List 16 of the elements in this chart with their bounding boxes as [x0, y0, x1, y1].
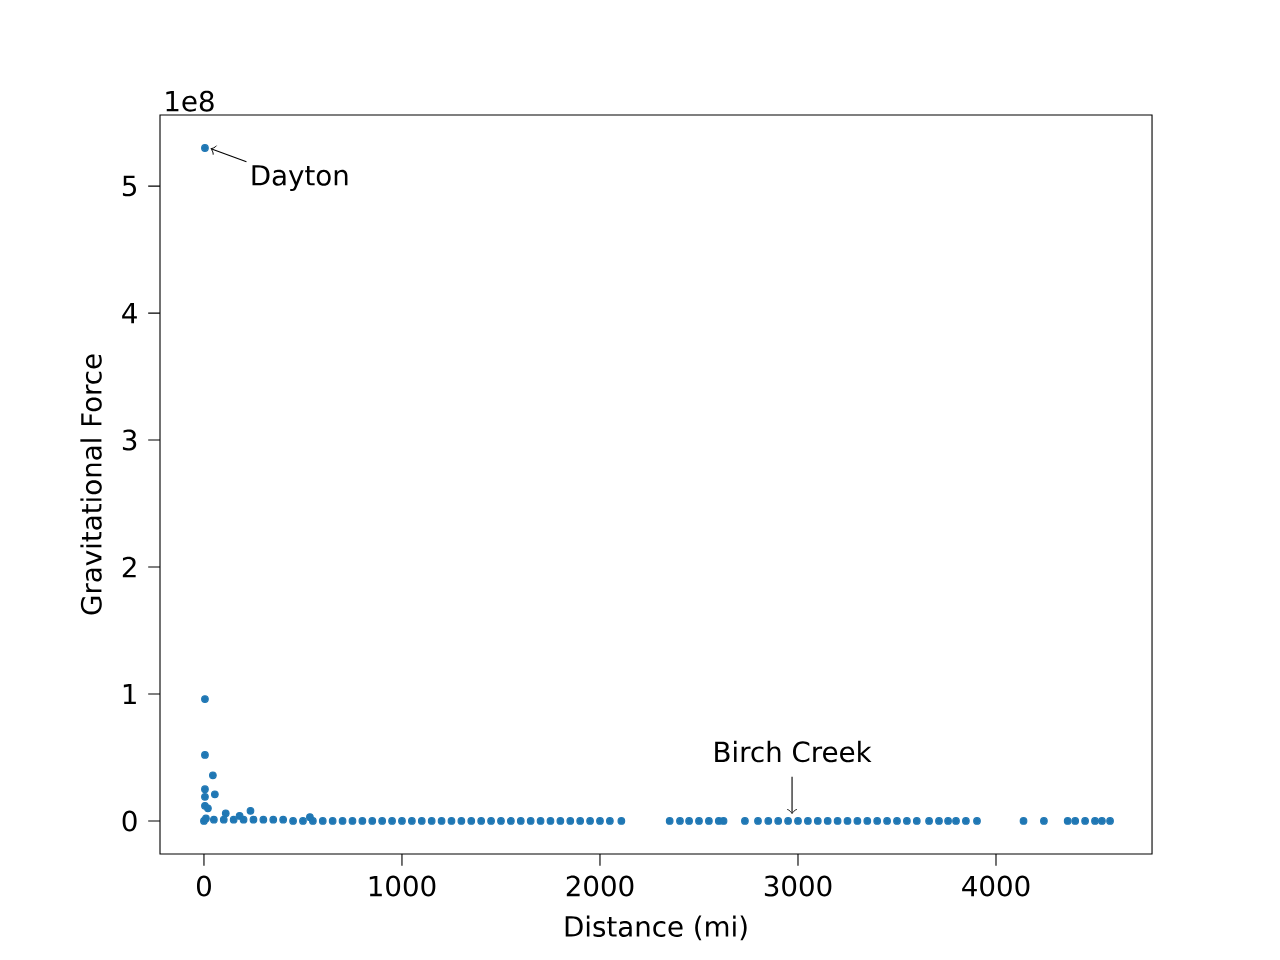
text: 1e8 [166, 90, 214, 112]
y-tick-label: 3 [122, 429, 137, 451]
x-tick-label: 0 [196, 875, 211, 897]
y-tick-label: 1 [123, 683, 136, 705]
annotation: Dayton [252, 165, 348, 192]
x-tick-label: 4000 [962, 875, 1030, 897]
x-tick-label: 3000 [764, 875, 832, 897]
x-tick-label: 1000 [369, 875, 436, 897]
y-tick-label: 4 [122, 302, 137, 324]
x-axis-title: Distance (mi) [565, 915, 747, 941]
x-tick-label: 2000 [566, 875, 634, 897]
y-tick-label: 5 [122, 175, 136, 197]
annotation: Birch Creek [715, 740, 872, 763]
y-tick-label: 0 [122, 810, 137, 832]
y-axis-title: Gravitational Force [80, 354, 102, 615]
y-tick-label: 2 [122, 556, 136, 578]
